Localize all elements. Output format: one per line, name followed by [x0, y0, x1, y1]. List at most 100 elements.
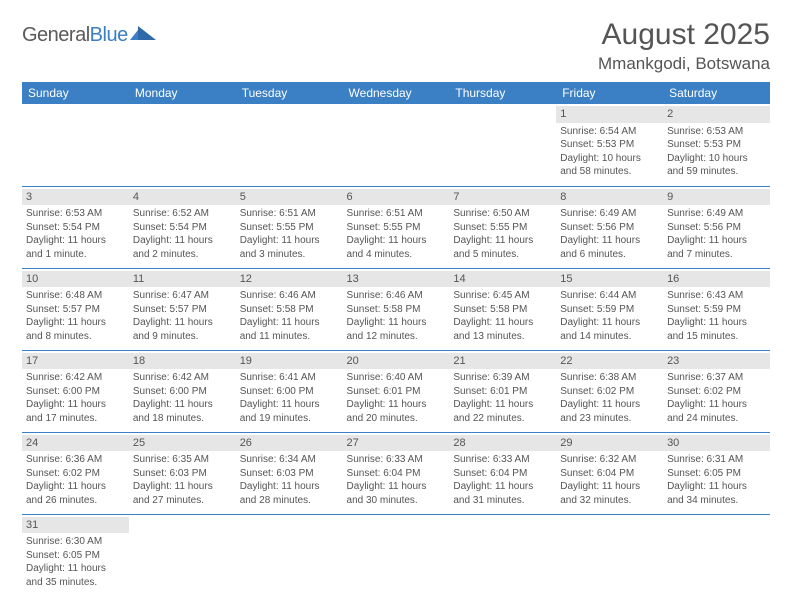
day-day1: Daylight: 11 hours [240, 480, 339, 494]
day-day1: Daylight: 11 hours [560, 480, 659, 494]
col-friday: Friday [556, 82, 663, 104]
day-cell [449, 514, 556, 596]
day-sunrise: Sunrise: 6:53 AM [26, 207, 125, 221]
day-number: 17 [22, 353, 129, 370]
day-day2: and 12 minutes. [347, 330, 446, 344]
logo-text-blue: Blue [90, 24, 128, 46]
day-day1: Daylight: 11 hours [347, 316, 446, 330]
day-sunset: Sunset: 5:58 PM [240, 303, 339, 317]
day-cell: 4Sunrise: 6:52 AMSunset: 5:54 PMDaylight… [129, 186, 236, 268]
day-cell: 1Sunrise: 6:54 AMSunset: 5:53 PMDaylight… [556, 104, 663, 186]
day-day1: Daylight: 11 hours [26, 316, 125, 330]
day-day2: and 35 minutes. [26, 576, 125, 590]
day-day1: Daylight: 11 hours [133, 316, 232, 330]
day-day1: Daylight: 11 hours [26, 234, 125, 248]
day-sunrise: Sunrise: 6:44 AM [560, 289, 659, 303]
day-cell: 7Sunrise: 6:50 AMSunset: 5:55 PMDaylight… [449, 186, 556, 268]
header: GeneralBlue August 2025 Mmankgodi, Botsw… [22, 18, 770, 74]
day-cell: 8Sunrise: 6:49 AMSunset: 5:56 PMDaylight… [556, 186, 663, 268]
day-number: 5 [236, 189, 343, 206]
day-number: 19 [236, 353, 343, 370]
day-number: 27 [343, 435, 450, 452]
day-day2: and 18 minutes. [133, 412, 232, 426]
day-cell: 25Sunrise: 6:35 AMSunset: 6:03 PMDayligh… [129, 432, 236, 514]
day-day1: Daylight: 11 hours [453, 398, 552, 412]
day-number: 2 [663, 106, 770, 123]
day-sunrise: Sunrise: 6:51 AM [347, 207, 446, 221]
day-day2: and 7 minutes. [667, 248, 766, 262]
day-day2: and 22 minutes. [453, 412, 552, 426]
day-sunset: Sunset: 6:01 PM [453, 385, 552, 399]
day-cell [129, 514, 236, 596]
week-row: 1Sunrise: 6:54 AMSunset: 5:53 PMDaylight… [22, 104, 770, 186]
day-cell: 13Sunrise: 6:46 AMSunset: 5:58 PMDayligh… [343, 268, 450, 350]
day-day1: Daylight: 10 hours [560, 152, 659, 166]
day-number: 20 [343, 353, 450, 370]
day-number: 16 [663, 271, 770, 288]
logo: GeneralBlue [22, 24, 156, 47]
day-sunrise: Sunrise: 6:53 AM [667, 125, 766, 139]
day-sunset: Sunset: 5:58 PM [453, 303, 552, 317]
day-cell [556, 514, 663, 596]
day-cell: 27Sunrise: 6:33 AMSunset: 6:04 PMDayligh… [343, 432, 450, 514]
day-sunrise: Sunrise: 6:32 AM [560, 453, 659, 467]
day-day2: and 1 minute. [26, 248, 125, 262]
day-sunset: Sunset: 5:56 PM [560, 221, 659, 235]
week-row: 17Sunrise: 6:42 AMSunset: 6:00 PMDayligh… [22, 350, 770, 432]
day-day2: and 9 minutes. [133, 330, 232, 344]
day-number: 21 [449, 353, 556, 370]
day-cell: 19Sunrise: 6:41 AMSunset: 6:00 PMDayligh… [236, 350, 343, 432]
day-day2: and 26 minutes. [26, 494, 125, 508]
day-sunrise: Sunrise: 6:49 AM [667, 207, 766, 221]
day-number: 6 [343, 189, 450, 206]
day-day2: and 14 minutes. [560, 330, 659, 344]
day-day2: and 58 minutes. [560, 165, 659, 179]
day-sunset: Sunset: 5:55 PM [240, 221, 339, 235]
day-day2: and 2 minutes. [133, 248, 232, 262]
day-cell [129, 104, 236, 186]
day-cell: 9Sunrise: 6:49 AMSunset: 5:56 PMDaylight… [663, 186, 770, 268]
day-sunset: Sunset: 6:03 PM [133, 467, 232, 481]
day-cell: 31Sunrise: 6:30 AMSunset: 6:05 PMDayligh… [22, 514, 129, 596]
day-cell: 22Sunrise: 6:38 AMSunset: 6:02 PMDayligh… [556, 350, 663, 432]
day-day1: Daylight: 11 hours [453, 480, 552, 494]
day-day1: Daylight: 11 hours [347, 480, 446, 494]
day-number: 18 [129, 353, 236, 370]
col-saturday: Saturday [663, 82, 770, 104]
day-sunset: Sunset: 6:05 PM [26, 549, 125, 563]
day-day1: Daylight: 11 hours [453, 316, 552, 330]
col-tuesday: Tuesday [236, 82, 343, 104]
day-sunrise: Sunrise: 6:45 AM [453, 289, 552, 303]
day-sunrise: Sunrise: 6:31 AM [667, 453, 766, 467]
day-sunrise: Sunrise: 6:43 AM [667, 289, 766, 303]
day-day1: Daylight: 11 hours [133, 398, 232, 412]
day-day2: and 5 minutes. [453, 248, 552, 262]
day-day2: and 19 minutes. [240, 412, 339, 426]
day-number: 22 [556, 353, 663, 370]
day-cell: 5Sunrise: 6:51 AMSunset: 5:55 PMDaylight… [236, 186, 343, 268]
day-day2: and 32 minutes. [560, 494, 659, 508]
day-day1: Daylight: 11 hours [560, 234, 659, 248]
day-day2: and 11 minutes. [240, 330, 339, 344]
day-number: 10 [22, 271, 129, 288]
day-day2: and 30 minutes. [347, 494, 446, 508]
day-day2: and 31 minutes. [453, 494, 552, 508]
col-thursday: Thursday [449, 82, 556, 104]
day-number: 23 [663, 353, 770, 370]
day-sunrise: Sunrise: 6:47 AM [133, 289, 232, 303]
day-day1: Daylight: 11 hours [240, 234, 339, 248]
day-number: 7 [449, 189, 556, 206]
day-number: 11 [129, 271, 236, 288]
day-day1: Daylight: 11 hours [133, 480, 232, 494]
day-number: 12 [236, 271, 343, 288]
day-day2: and 34 minutes. [667, 494, 766, 508]
day-sunrise: Sunrise: 6:42 AM [133, 371, 232, 385]
calendar-table: Sunday Monday Tuesday Wednesday Thursday… [22, 82, 770, 596]
day-day1: Daylight: 11 hours [347, 398, 446, 412]
month-title: August 2025 [598, 18, 770, 52]
day-number: 15 [556, 271, 663, 288]
day-cell: 11Sunrise: 6:47 AMSunset: 5:57 PMDayligh… [129, 268, 236, 350]
day-sunset: Sunset: 5:56 PM [667, 221, 766, 235]
day-day2: and 8 minutes. [26, 330, 125, 344]
day-sunrise: Sunrise: 6:48 AM [26, 289, 125, 303]
